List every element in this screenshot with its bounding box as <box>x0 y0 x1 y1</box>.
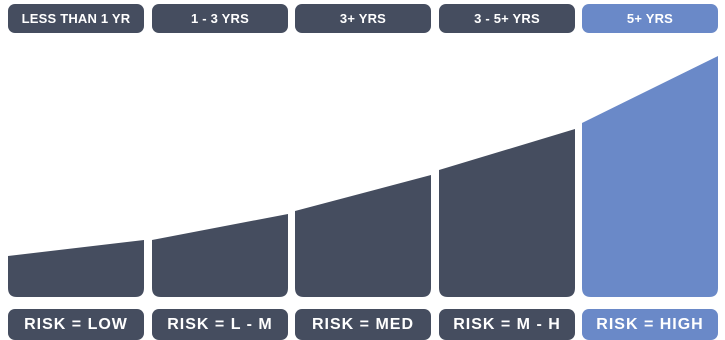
risk-label: RISK = MED <box>295 309 431 340</box>
risk-label: RISK = L - M <box>152 309 288 340</box>
risk-bar-0 <box>8 240 144 297</box>
risk-label: RISK = LOW <box>8 309 144 340</box>
risk-label: RISK = HIGH <box>582 309 718 340</box>
period-label: 3+ YRS <box>295 4 431 33</box>
risk-bar-3 <box>439 129 575 297</box>
risk-bar-1 <box>152 214 288 297</box>
risk-label: RISK = M - H <box>439 309 575 340</box>
period-label: LESS THAN 1 YR <box>8 4 144 33</box>
risk-bar-2 <box>295 175 431 297</box>
risk-bar-4 <box>582 56 718 297</box>
period-label: 5+ YRS <box>582 4 718 33</box>
period-label: 1 - 3 YRS <box>152 4 288 33</box>
period-label: 3 - 5+ YRS <box>439 4 575 33</box>
